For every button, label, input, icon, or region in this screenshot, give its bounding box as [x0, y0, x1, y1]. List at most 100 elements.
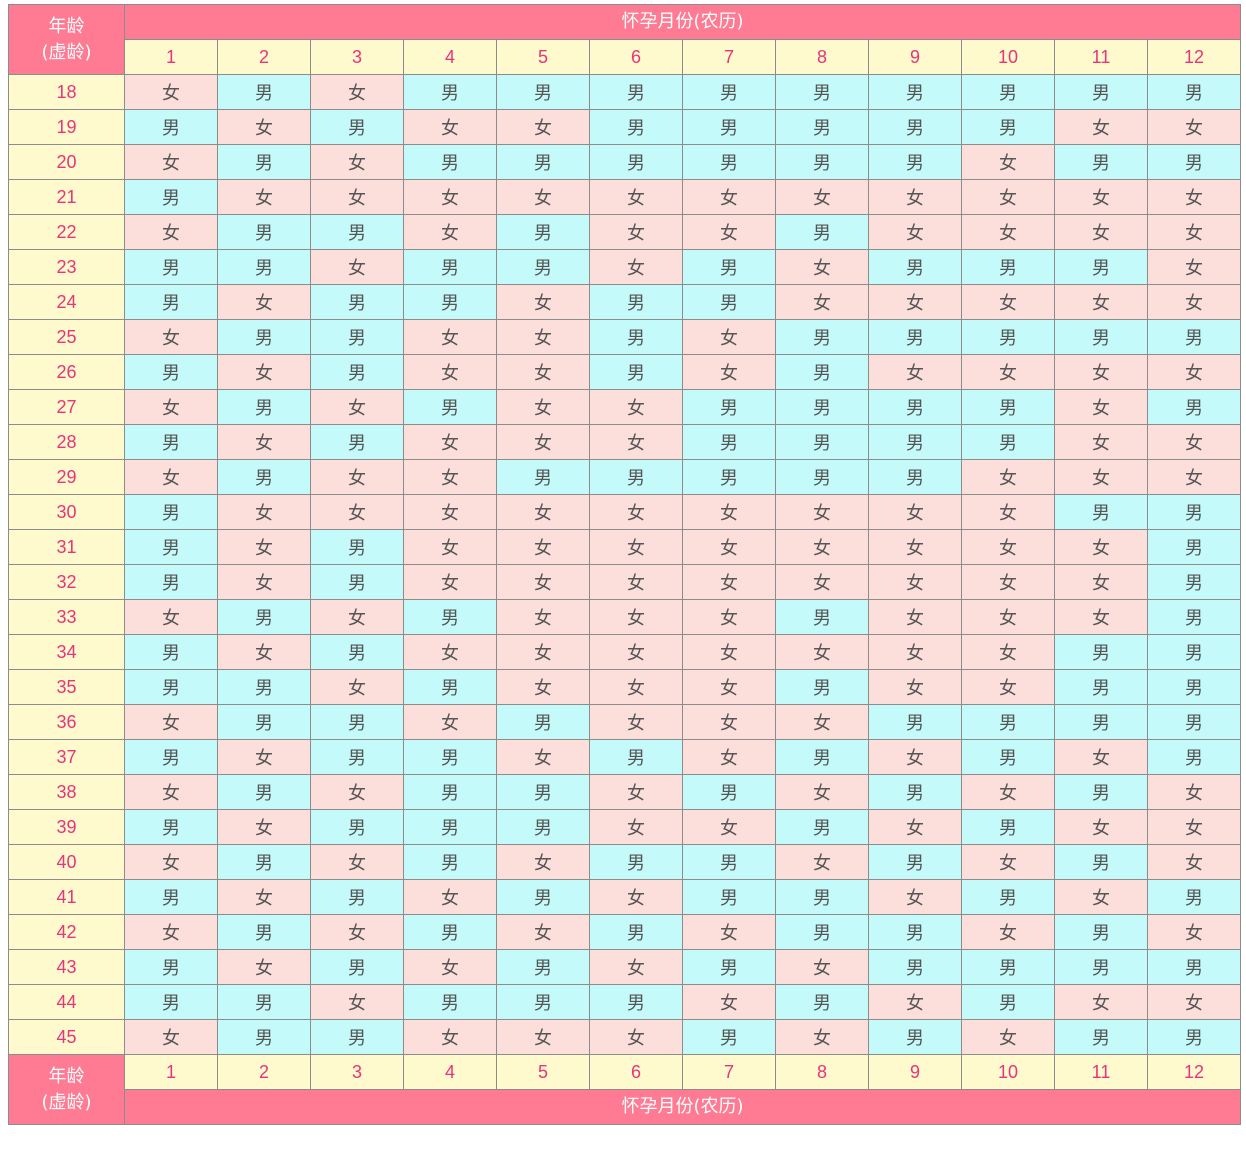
gender-cell-girl: 女	[217, 564, 311, 600]
gender-cell-boy: 男	[124, 984, 218, 1020]
gender-cell-boy: 男	[496, 249, 590, 285]
chart-header: 年龄 (虚龄) 怀孕月份(农历) 1 2 3 4 5 6 7 8 9 10 11 12	[8, 4, 1242, 75]
table-row: 27 女男女男女女男男男男女男	[8, 389, 1242, 425]
gender-cell-boy: 男	[775, 599, 869, 635]
gender-cell-boy: 男	[1054, 494, 1148, 530]
gender-cell-boy: 男	[961, 319, 1055, 355]
gender-cell-boy: 男	[682, 949, 776, 985]
gender-cell-girl: 女	[868, 634, 962, 670]
gender-cell-boy: 男	[682, 424, 776, 460]
gender-cell-girl: 女	[868, 354, 962, 390]
footer-month-6: 6	[589, 1054, 683, 1090]
gender-cell-boy: 男	[1146, 494, 1242, 530]
gender-cell-girl: 女	[868, 879, 962, 915]
gender-cell-boy: 男	[1146, 879, 1242, 915]
gender-cell-girl: 女	[217, 179, 311, 215]
gender-cell-girl: 女	[868, 494, 962, 530]
gender-cell-girl: 女	[124, 319, 218, 355]
gender-cell-boy: 男	[961, 984, 1055, 1020]
gender-cell-girl: 女	[1146, 179, 1242, 215]
gender-cell-boy: 男	[868, 844, 962, 880]
table-row: 32 男女男女女女女女女女女男	[8, 564, 1242, 600]
gender-cell-girl: 女	[682, 564, 776, 600]
table-row: 31 男女男女女女女女女女女男	[8, 529, 1242, 565]
gender-cell-boy: 男	[310, 354, 404, 390]
gender-cell-boy: 男	[217, 144, 311, 180]
gender-cell-boy: 男	[1054, 704, 1148, 740]
gender-cell-girl: 女	[682, 354, 776, 390]
gender-cell-girl: 女	[961, 774, 1055, 810]
gender-cell-boy: 男	[310, 949, 404, 985]
gender-cell-boy: 男	[868, 949, 962, 985]
gender-cell-girl: 女	[775, 844, 869, 880]
footer-title-row: 怀孕月份(农历)	[9, 1089, 1242, 1125]
gender-cell-girl: 女	[868, 564, 962, 600]
table-row: 28 男女男女女女男男男男女女	[8, 424, 1242, 460]
gender-cell-girl: 女	[1054, 459, 1148, 495]
gender-cell-girl: 女	[310, 914, 404, 950]
gender-cell-boy: 男	[310, 214, 404, 250]
gender-cell-boy: 男	[124, 669, 218, 705]
gender-cell-boy: 男	[1054, 774, 1148, 810]
gender-cell-boy: 男	[217, 249, 311, 285]
gender-cell-girl: 女	[682, 809, 776, 845]
gender-cell-girl: 女	[124, 389, 218, 425]
gender-cell-girl: 女	[961, 284, 1055, 320]
month-number-row: 1 2 3 4 5 6 7 8 9 10 11 12	[9, 39, 1242, 75]
gender-cell-girl: 女	[775, 284, 869, 320]
age-cell: 30	[8, 494, 125, 530]
footer-month-9: 9	[868, 1054, 962, 1090]
footer-month-11: 11	[1054, 1054, 1148, 1090]
table-row: 41 男女男女男女男男女男女男	[8, 879, 1242, 915]
table-row: 42 女男女男女男女男男女男女	[8, 914, 1242, 950]
gender-cell-girl: 女	[589, 809, 683, 845]
gender-cell-girl: 女	[217, 284, 311, 320]
gender-cell-boy: 男	[682, 109, 776, 145]
gender-cell-girl: 女	[403, 424, 497, 460]
age-cell: 25	[8, 319, 125, 355]
gender-cell-boy: 男	[868, 249, 962, 285]
age-cell: 24	[8, 284, 125, 320]
gender-cell-boy: 男	[496, 144, 590, 180]
header-month-2: 2	[217, 39, 311, 75]
gender-cell-boy: 男	[682, 1019, 776, 1055]
table-row: 40 女男女男女男男女男女男女	[8, 844, 1242, 880]
gender-cell-girl: 女	[217, 809, 311, 845]
gender-cell-boy: 男	[868, 109, 962, 145]
gender-cell-girl: 女	[589, 879, 683, 915]
header-month-9: 9	[868, 39, 962, 75]
footer-month-number-row: 年龄 (虚龄) 1 2 3 4 5 6 7 8 9 10 11 12	[8, 1054, 1242, 1125]
gender-cell-girl: 女	[496, 844, 590, 880]
gender-cell-boy: 男	[496, 214, 590, 250]
gender-cell-boy: 男	[124, 564, 218, 600]
gender-cell-boy: 男	[496, 704, 590, 740]
table-row: 26 男女男女女男女男女女女女	[8, 354, 1242, 390]
gender-cell-girl: 女	[496, 109, 590, 145]
gender-cell-boy: 男	[961, 389, 1055, 425]
table-row: 39 男女男男男女女男女男女女	[8, 809, 1242, 845]
gender-cell-girl: 女	[403, 564, 497, 600]
footer-age-header-sublabel: (虚龄)	[41, 1091, 92, 1113]
gender-cell-girl: 女	[217, 879, 311, 915]
footer-age-header-label: 年龄	[48, 1066, 85, 1088]
gender-cell-girl: 女	[310, 144, 404, 180]
gender-cell-girl: 女	[775, 179, 869, 215]
gender-cell-boy: 男	[403, 984, 497, 1020]
gender-cell-girl: 女	[124, 214, 218, 250]
gender-cell-girl: 女	[496, 1019, 590, 1055]
gender-cell-girl: 女	[310, 494, 404, 530]
gender-cell-boy: 男	[682, 879, 776, 915]
gender-cell-girl: 女	[961, 669, 1055, 705]
age-cell: 35	[8, 669, 125, 705]
gender-cell-girl: 女	[124, 144, 218, 180]
gender-cell-girl: 女	[868, 669, 962, 705]
gender-cell-girl: 女	[1146, 109, 1242, 145]
gender-cell-boy: 男	[310, 284, 404, 320]
gender-cell-girl: 女	[496, 424, 590, 460]
gender-cell-girl: 女	[310, 599, 404, 635]
gender-cell-girl: 女	[124, 844, 218, 880]
gender-cell-boy: 男	[589, 739, 683, 775]
gender-cell-boy: 男	[217, 459, 311, 495]
gender-cell-boy: 男	[589, 284, 683, 320]
gender-cell-girl: 女	[775, 634, 869, 670]
